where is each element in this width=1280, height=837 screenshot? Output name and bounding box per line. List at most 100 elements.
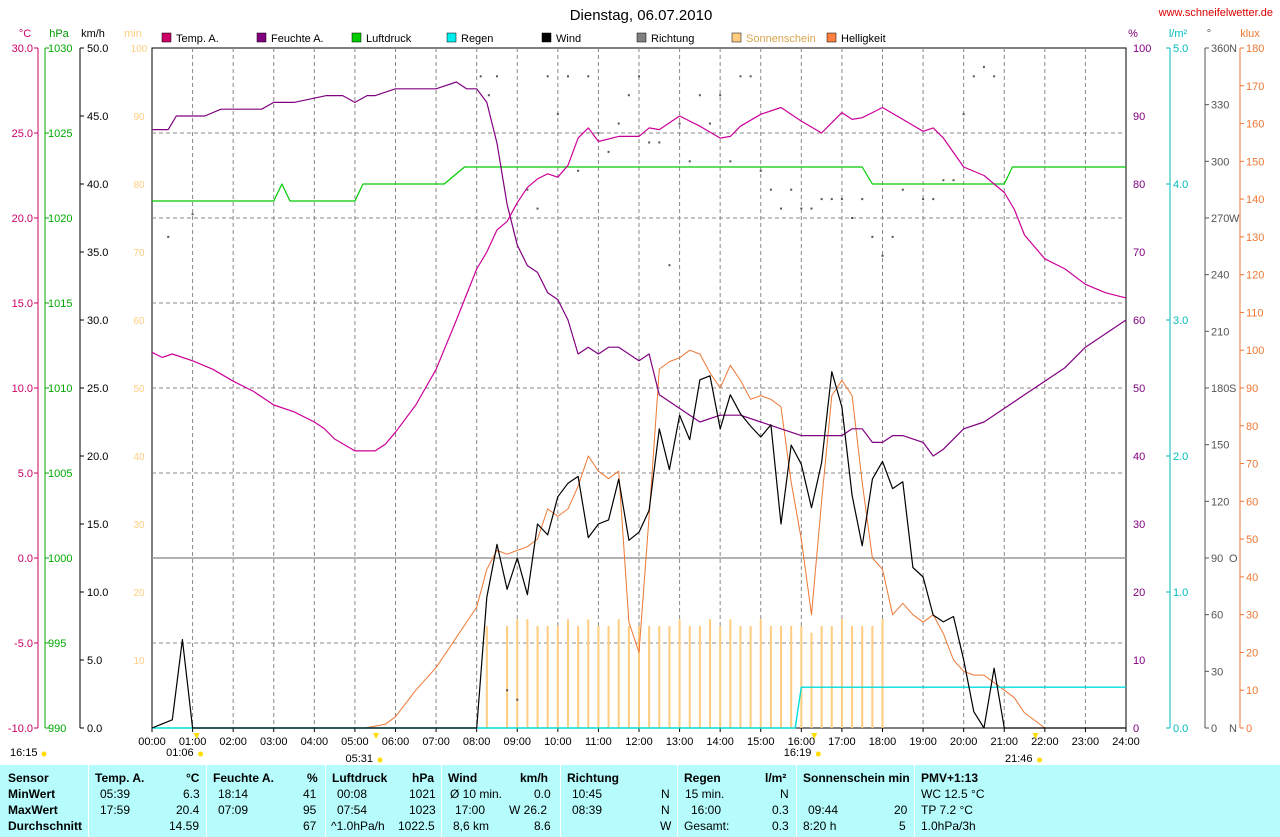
row-label-min: MinWert xyxy=(8,787,56,801)
direction-tick-label-4: 240 xyxy=(1211,270,1229,282)
legend-label-7: Helligkeit xyxy=(841,33,886,45)
unit-humidity: % xyxy=(1128,28,1138,40)
direction-dot-4 xyxy=(495,75,498,78)
x-tick-label-4: 04:00 xyxy=(301,736,329,748)
sunshine-total-label: 8:20 h xyxy=(803,819,837,833)
wind-line xyxy=(151,371,1126,729)
sunshine-header: Sonnenschein min xyxy=(803,771,910,785)
summary-table: Sensor MinWert MaxWert Durchschnitt Temp… xyxy=(0,765,1280,837)
legend-label-2: Luftdruck xyxy=(366,33,412,45)
direction-dot-11 xyxy=(566,75,569,78)
direction-dot-10 xyxy=(556,113,559,116)
website-link[interactable]: www.schneifelwetter.de xyxy=(1158,7,1273,19)
direction-min-time: 10:45 xyxy=(572,787,603,801)
direction-dot-1 xyxy=(191,213,194,216)
temp-avg: 14.59 xyxy=(169,819,200,833)
sunshine-total: 5 xyxy=(899,819,906,833)
direction-dot-50 xyxy=(972,75,975,78)
pressure-max-time: 07:54 xyxy=(337,803,368,817)
temp-max: 20.4 xyxy=(176,803,200,817)
direction-tick-label-9: 90 xyxy=(1211,553,1223,565)
humidity-line xyxy=(152,81,1127,457)
legend-swatch-3 xyxy=(446,32,457,43)
direction-min: N xyxy=(661,787,670,801)
rain-unit: l/m² xyxy=(765,771,787,785)
wind-max: W 26.2 xyxy=(509,803,548,817)
direction-tick-label-0: 360 xyxy=(1211,43,1229,55)
x-tick-label-22: 22:00 xyxy=(1031,736,1059,748)
direction-dot-24 xyxy=(698,94,701,97)
direction-dot-5 xyxy=(506,689,509,692)
temp-min-time: 05:39 xyxy=(100,787,131,801)
marker-sun-2 xyxy=(377,757,383,763)
direction-dot-33 xyxy=(790,188,793,191)
unit-wind: km/h xyxy=(81,28,105,40)
pressure-unit: hPa xyxy=(412,771,435,785)
wind-unit: km/h xyxy=(520,771,549,785)
direction-dot-45 xyxy=(922,198,925,201)
humidity-avg: 67 xyxy=(303,819,317,833)
humidity-tick-label-6: 40 xyxy=(1133,451,1145,463)
x-tick-label-5: 05:00 xyxy=(341,736,369,748)
direction-tick-label-2: 300 xyxy=(1211,156,1229,168)
direction-dot-37 xyxy=(830,198,833,201)
direction-tick-label-8: 120 xyxy=(1211,496,1229,508)
x-tick-label-11: 11:00 xyxy=(585,736,612,748)
direction-dot-15 xyxy=(607,150,610,153)
unit-sun_minutes: min xyxy=(124,28,142,40)
rain-tick-label-2: 3.0 xyxy=(1173,315,1188,327)
direction-dot-25 xyxy=(709,122,712,125)
wind-distance: 8,6 km xyxy=(453,819,490,833)
temp-tick-label-1: 25.0 xyxy=(12,128,33,140)
brightness-tick-label-18: 0 xyxy=(1246,723,1252,735)
unit-temp: °C xyxy=(19,28,31,40)
chart-title: Dienstag, 06.07.2010 xyxy=(570,7,713,24)
direction-dot-2 xyxy=(479,75,482,78)
legend-swatch-2 xyxy=(351,32,362,43)
rain-tick-label-1: 4.0 xyxy=(1173,179,1188,191)
wind-tick-label-0: 50.0 xyxy=(87,43,108,55)
legend-swatch-7 xyxy=(826,32,837,43)
temp-tick-label-2: 20.0 xyxy=(12,213,33,225)
legend-label-6: Sonnenschein xyxy=(746,33,816,45)
marker-sun-1 xyxy=(198,751,204,757)
wind-tick-label-6: 20.0 xyxy=(87,451,108,463)
brightness-tick-label-16: 20 xyxy=(1246,647,1258,659)
wind-avg10-label: Ø 10 min. xyxy=(450,787,503,801)
wind-tick-label-7: 15.0 xyxy=(87,519,108,531)
unit-rain: l/m² xyxy=(1169,28,1188,40)
direction-dot-47 xyxy=(942,179,945,182)
brightness-tick-label-14: 40 xyxy=(1246,572,1258,584)
brightness-tick-label-12: 60 xyxy=(1246,496,1258,508)
x-tick-label-24: 24:00 xyxy=(1112,736,1140,748)
sun-tick-label-3: 70 xyxy=(133,248,145,259)
x-tick-label-19: 19:00 xyxy=(909,736,937,748)
x-axis: 00:00 01:00 02:00 03:00 04:00 05:00 06:00 07:00… xyxy=(138,728,1140,748)
marker-arrow-3 xyxy=(811,733,818,739)
rain-tick-label-0: 5.0 xyxy=(1173,43,1188,55)
direction-dot-13 xyxy=(587,75,590,78)
pmv-pressure-trend: 1.0hPa/3h xyxy=(921,819,976,833)
marker-label-0: 16:15 xyxy=(10,747,38,759)
direction-dot-16 xyxy=(617,122,620,125)
humidity-tick-label-7: 30 xyxy=(1133,519,1145,531)
rain-tick-label-5: 0.0 xyxy=(1173,723,1188,735)
legend-label-0: Temp. A. xyxy=(176,33,219,45)
rain-max-time: 16:00 xyxy=(691,803,722,817)
humidity-tick-label-5: 50 xyxy=(1133,383,1145,395)
direction-letter-2: S xyxy=(1229,383,1236,395)
sun-tick-label-7: 30 xyxy=(133,520,145,531)
pressure-min-time: 00:08 xyxy=(337,787,368,801)
legend: Temp. A. Feuchte A. Luftdruck Regen Wind Rich… xyxy=(161,32,886,45)
wind-avg: 8.6 xyxy=(534,819,551,833)
wind-tick-label-10: 0.0 xyxy=(87,723,102,735)
marker-arrow-1 xyxy=(193,733,200,739)
direction-dot-14 xyxy=(597,132,600,134)
direction-max: N xyxy=(661,803,670,817)
direction-dot-44 xyxy=(901,188,904,191)
wind-avg10: 0.0 xyxy=(534,787,551,801)
pressure-tick-label-6: 1000 xyxy=(48,553,72,565)
direction-dot-0 xyxy=(167,235,170,238)
legend-swatch-6 xyxy=(731,32,742,43)
brightness-tick-label-1: 170 xyxy=(1246,81,1264,93)
